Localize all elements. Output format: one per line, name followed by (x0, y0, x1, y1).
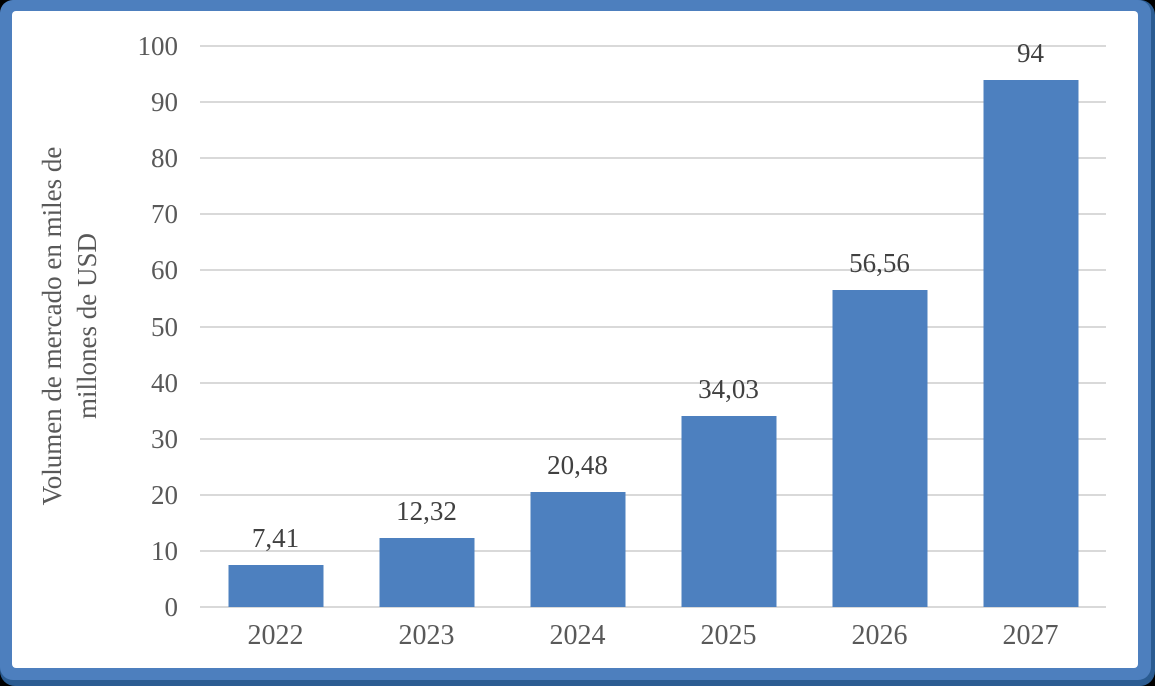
x-tick-label-2023: 2023 (398, 620, 455, 651)
y-tick-label: 90 (151, 87, 178, 118)
x-tick-label-2025: 2025 (700, 620, 757, 651)
gridline-10 (200, 549, 1106, 552)
y-tick-label: 100 (137, 31, 179, 61)
bar-slot-2024: 20,48 (502, 46, 653, 607)
gridline-100 (200, 45, 1106, 47)
y-tick-label: 50 (151, 311, 178, 342)
bar-2026 (832, 289, 927, 607)
y-tick-label: 0 (164, 592, 179, 622)
bar-slot-2027: 94 (955, 38, 1106, 607)
x-tick-label-2024: 2024 (549, 620, 606, 651)
bar-value-label-2022: 7,41 (251, 523, 300, 554)
bar-slot-2026: 56,56 (804, 46, 955, 607)
bar-value-label-2026: 56,56 (849, 247, 910, 278)
plot-area (200, 45, 1106, 608)
bar-value-label-2025: 34,03 (698, 374, 759, 405)
bar-value-label-2027: 94 (1017, 37, 1044, 68)
gridline-40 (200, 381, 1106, 384)
x-tick-label-2026: 2026 (851, 620, 908, 651)
gridline-20 (200, 493, 1106, 496)
bar-slot-2025: 34,03 (653, 46, 804, 607)
bar-2024 (530, 492, 625, 607)
gridline-70 (200, 213, 1106, 216)
y-tick-label: 30 (151, 423, 178, 454)
bar-value-label-2023: 12,32 (396, 495, 457, 526)
y-tick-label: 40 (151, 367, 178, 398)
x-tick-label-2022: 2022 (247, 620, 304, 651)
y-axis-title-line-2: millones de USD (72, 233, 102, 419)
gridline-0 (200, 606, 1106, 608)
gridline-60 (200, 269, 1106, 272)
bar-2022 (228, 565, 323, 607)
y-axis-title-line-1: Volumen de mercado en miles de (37, 146, 67, 506)
y-tick-label: 10 (151, 535, 178, 566)
bar-2023 (379, 537, 474, 607)
x-axis-tick-labels: 2022 2023 2024 2025 2026 2027 (200, 620, 1106, 656)
bars-layer: 7,41 12,32 20,48 34,03 56,56 94 (200, 38, 1106, 607)
gridline-80 (200, 157, 1106, 160)
y-axis-tick-labels: 0 10 20 30 40 50 60 70 80 90 100 (0, 0, 179, 686)
bar-slot-2023: 12,32 (351, 46, 502, 607)
gridline-30 (200, 437, 1106, 440)
y-axis-title: Volumen de mercado en miles de millones … (35, 46, 105, 606)
bar-2025 (681, 416, 776, 607)
bar-value-label-2024: 20,48 (547, 450, 608, 481)
gridline-50 (200, 325, 1106, 328)
y-tick-label: 60 (151, 255, 178, 286)
y-tick-label: 80 (151, 143, 178, 174)
gridline-90 (200, 101, 1106, 104)
y-tick-label: 70 (151, 199, 178, 230)
bar-2027 (983, 79, 1078, 607)
bar-slot-2022: 7,41 (200, 46, 351, 607)
y-tick-label: 20 (151, 479, 178, 510)
x-tick-label-2027: 2027 (1002, 620, 1059, 651)
